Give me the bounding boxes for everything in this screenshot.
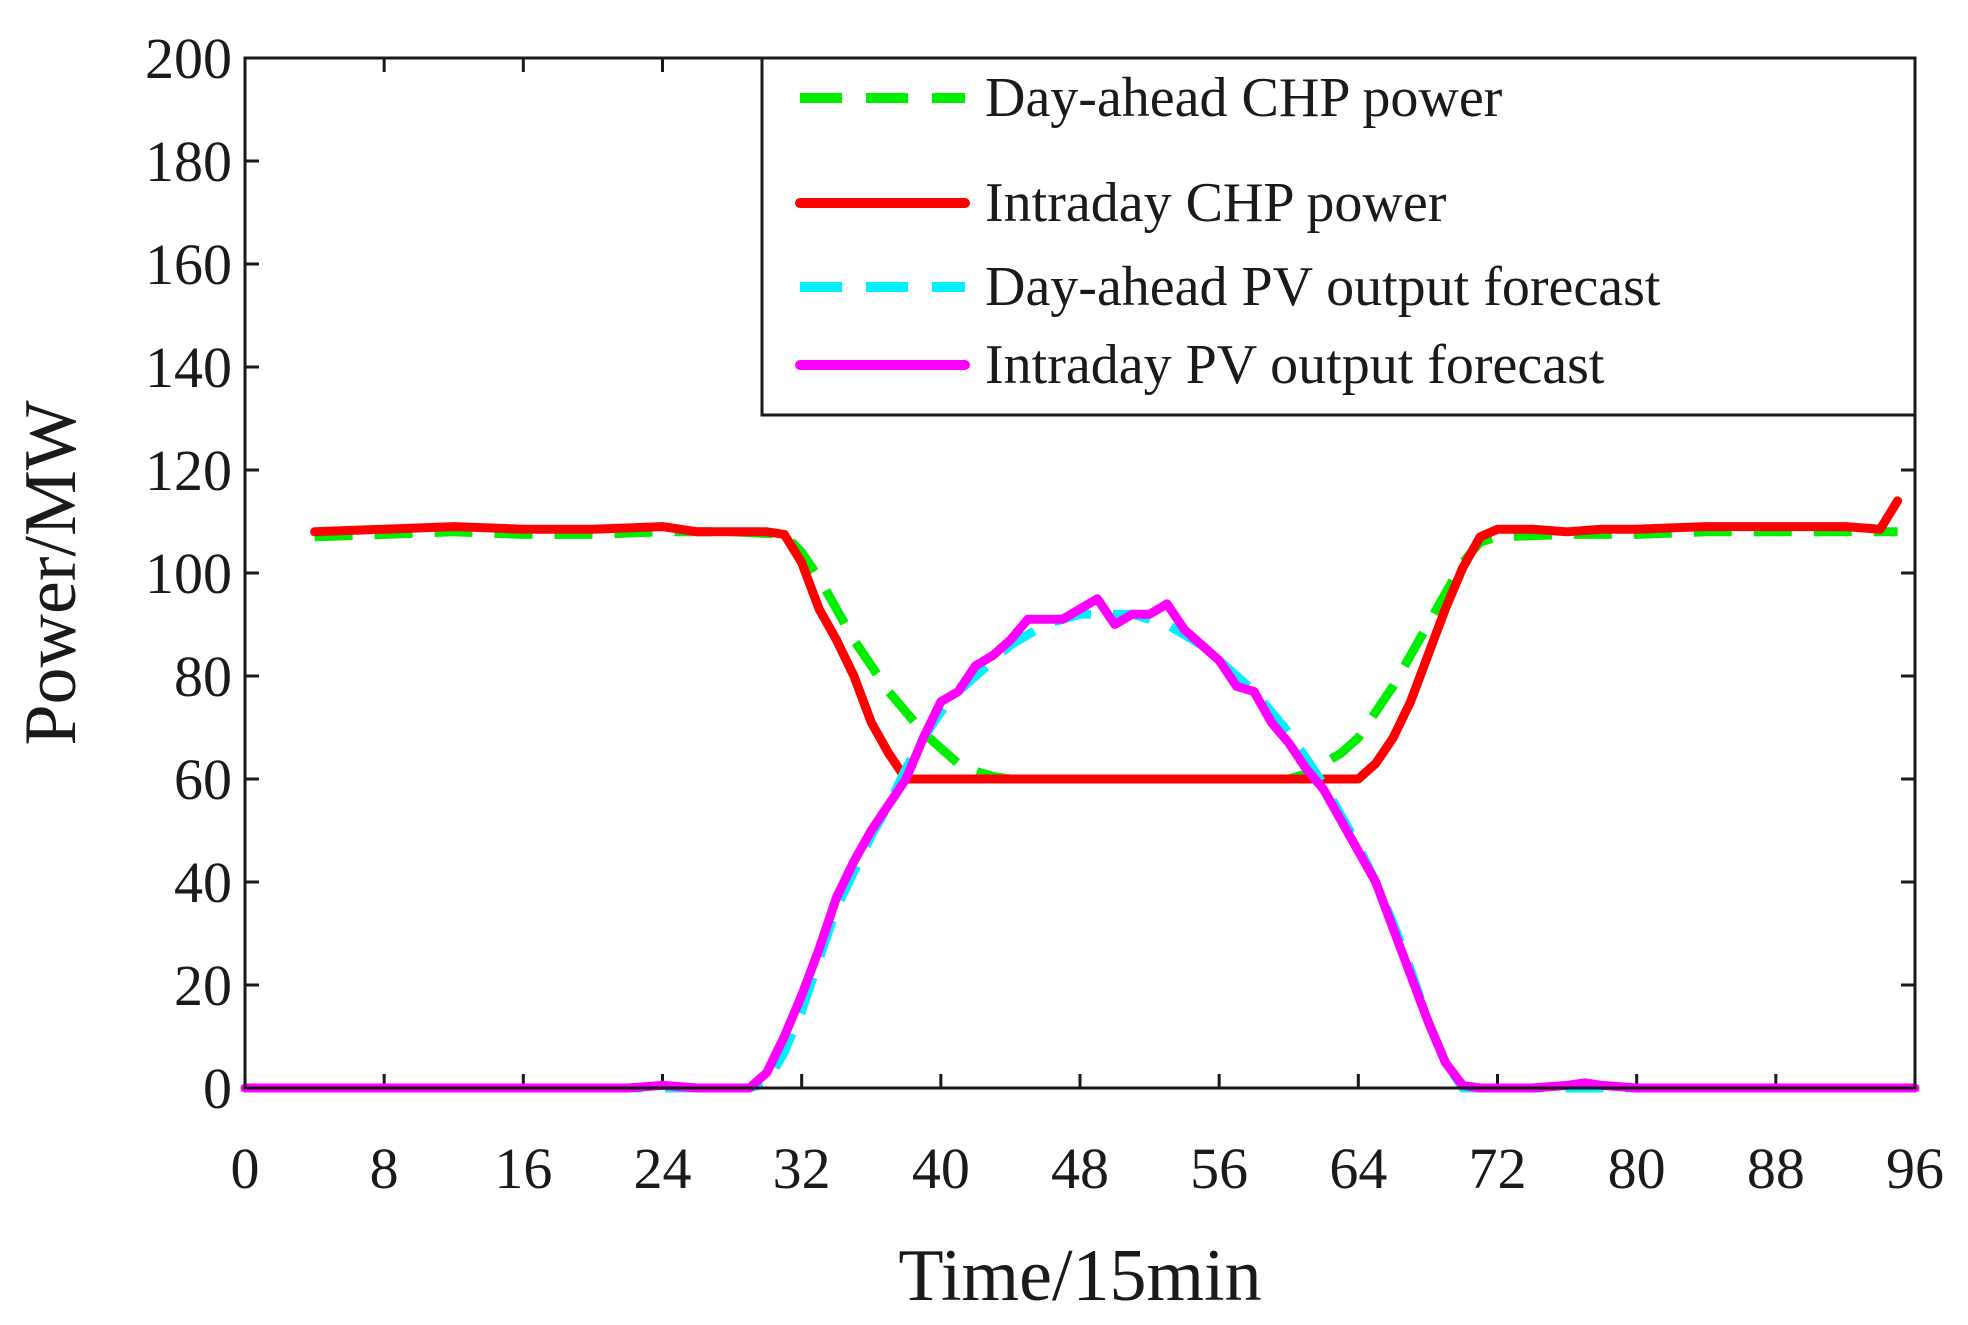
legend-label: Intraday CHP power (985, 172, 1447, 234)
y-tick-label: 20 (174, 953, 232, 1018)
series-line-intraday-chp-power (310, 496, 1903, 784)
x-tick-label: 40 (912, 1136, 970, 1201)
y-tick-label: 100 (145, 541, 232, 606)
x-tick-label: 64 (1329, 1136, 1387, 1201)
y-tick-label: 200 (145, 26, 232, 91)
x-tick-label: 48 (1051, 1136, 1109, 1201)
x-tick-label: 96 (1886, 1136, 1944, 1201)
legend: Day-ahead CHP power Intraday CHP power Day… (760, 56, 1917, 417)
legend-label: Day-ahead CHP power (985, 67, 1503, 129)
y-tick-label: 80 (174, 644, 232, 709)
x-tick-label: 56 (1190, 1136, 1248, 1201)
x-tick-label: 24 (634, 1136, 692, 1201)
x-tick-label: 0 (231, 1136, 260, 1201)
y-tick-label: 160 (145, 232, 232, 297)
legend-label: Intraday PV output forecast (985, 334, 1605, 396)
y-tick-label: 40 (174, 850, 232, 915)
x-tick-label: 32 (773, 1136, 831, 1201)
y-axis-label: Power/MW (10, 400, 92, 745)
x-tick-label: 8 (370, 1136, 399, 1201)
y-tick-label: 140 (145, 335, 232, 400)
x-tick-label: 80 (1608, 1136, 1666, 1201)
legend-items: Day-ahead CHP power Intraday CHP power Day… (795, 67, 1661, 396)
y-tick-label: 180 (145, 129, 232, 194)
x-tick-label: 72 (1469, 1136, 1527, 1201)
y-tick-label: 60 (174, 747, 232, 812)
x-axis-label: Time/15min (898, 1235, 1261, 1317)
legend-box (760, 56, 1917, 417)
x-tick-label: 16 (494, 1136, 552, 1201)
legend-label: Day-ahead PV output forecast (985, 256, 1661, 318)
x-tick-label: 88 (1747, 1136, 1805, 1201)
y-tick-label: 0 (203, 1056, 232, 1121)
y-tick-label: 120 (145, 438, 232, 503)
tick-labels: 0 8 16 24 32 40 48 56 64 72 80 88 96 0 20 40 60 80 100 120 1… (145, 26, 1944, 1201)
